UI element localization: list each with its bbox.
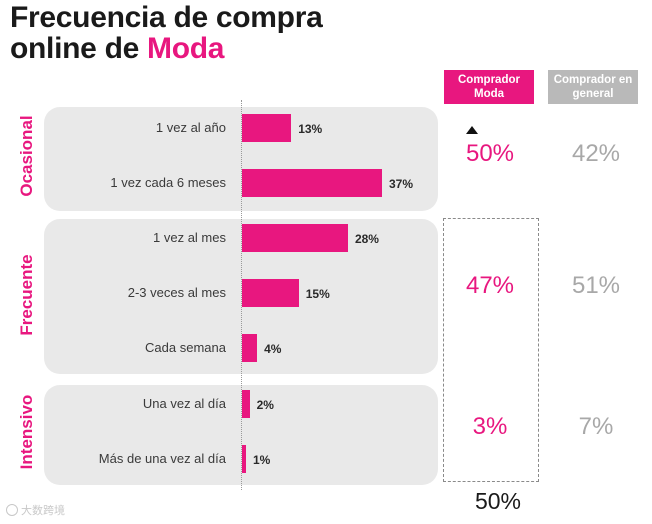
bar-value-label: 1% [253,453,271,467]
bar-value-label: 2% [256,398,274,412]
category-label: 1 vez cada 6 meses [110,175,226,190]
category-label: 1 vez al año [155,120,226,135]
title-line-2-prefix: online de [10,32,148,65]
pct-general-frecuente: 51% [571,272,621,299]
bar [242,169,382,197]
bar [242,334,258,362]
watermark-text: 大数跨境 [21,505,65,517]
pct-moda-frecuente: 47% [465,272,515,299]
pct-general-intensivo: 7% [578,413,614,440]
group-label-ocasional: Ocasional [17,115,36,197]
bar [242,224,348,252]
bar [242,445,246,473]
bottom-total-pct: 50% [474,488,522,514]
category-label: 2-3 veces al mes [127,285,226,300]
bar-value-label: 15% [305,287,330,301]
group-label-intensivo: Intensivo [17,394,36,470]
bar [242,114,292,142]
watermark: 大数跨境 [6,502,65,518]
bar-value-label: 13% [298,122,323,136]
watermark-logo-icon [6,504,18,516]
column-header-comprador-moda: Comprador Moda [444,70,534,104]
category-label: Una vez al día [142,396,226,411]
pct-moda-intensivo: 3% [472,413,508,440]
pct-general-ocasional: 42% [571,140,621,167]
bar [242,279,299,307]
column-header-comprador-general: Comprador en general [548,70,638,104]
category-axis-line [241,100,242,490]
category-label: 1 vez al mes [153,230,226,245]
dashed-highlight-box [443,218,539,482]
bar-value-label: 28% [354,232,379,246]
bar [242,390,250,418]
group-label-frecuente: Frecuente [17,254,36,336]
pct-moda-ocasional: 50% [465,140,515,167]
chart-title: Frecuencia de compra online de Moda [10,1,323,64]
category-label: Cada semana [145,340,226,355]
title-accent-word: Moda [147,32,225,65]
category-label: Más de una vez al día [98,451,226,466]
title-line-2: online de Moda [10,33,322,64]
bar-value-label: 37% [389,177,414,191]
title-line-1: Frecuencia de compra [10,1,323,34]
up-triangle-icon [466,126,478,134]
bar-value-label: 4% [264,342,282,356]
